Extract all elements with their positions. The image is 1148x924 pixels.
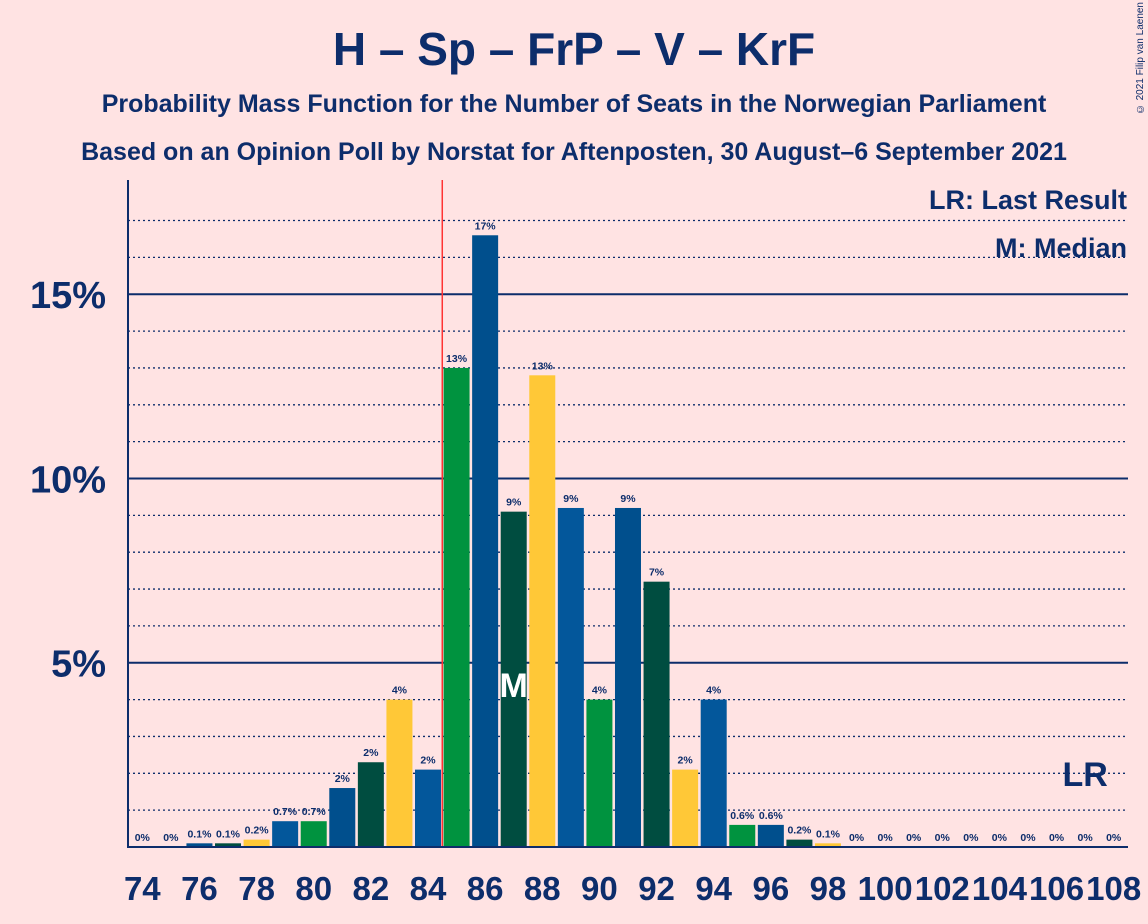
bar-seat-88 — [529, 375, 556, 847]
data-label: 4% — [392, 685, 408, 697]
bar-seat-96 — [757, 824, 784, 847]
bar-seat-77 — [215, 843, 242, 847]
x-tick-label: 80 — [295, 870, 332, 907]
data-label: 2% — [678, 755, 694, 767]
x-tick-label: 76 — [181, 870, 218, 907]
y-tick-label: 5% — [51, 644, 106, 686]
data-label: 0% — [935, 832, 951, 844]
last-result-marker: LR — [1062, 756, 1107, 794]
data-label: 0% — [1078, 832, 1094, 844]
data-label: 2% — [335, 773, 351, 785]
data-label: 13% — [446, 353, 468, 365]
data-label: 0% — [906, 832, 922, 844]
x-tick-label: 86 — [467, 870, 504, 907]
data-label: 2% — [420, 755, 436, 767]
legend-last-result: LR: Last Result — [929, 185, 1127, 215]
data-label: 0% — [878, 832, 894, 844]
y-tick-label: 15% — [30, 275, 106, 317]
bar-seat-76 — [186, 843, 213, 847]
data-label: 2% — [363, 747, 379, 759]
data-label: 0% — [849, 832, 865, 844]
data-label: 9% — [620, 493, 636, 505]
legend-median: M: Median — [995, 233, 1127, 263]
data-label: 0% — [135, 832, 151, 844]
bar-seat-95 — [729, 824, 756, 847]
bar-seat-81 — [329, 788, 356, 847]
x-tick-label: 82 — [353, 870, 390, 907]
data-label: 9% — [563, 493, 579, 505]
chart-title: H – Sp – FrP – V – KrF — [332, 23, 816, 75]
data-label: 0.6% — [759, 810, 784, 822]
data-label: 0% — [1106, 832, 1122, 844]
data-label: 7% — [649, 567, 665, 579]
x-tick-label: 94 — [695, 870, 732, 907]
x-tick-label: 78 — [238, 870, 275, 907]
bar-seat-97 — [786, 839, 813, 847]
x-tick-label: 84 — [410, 870, 447, 907]
median-marker: M — [500, 667, 528, 705]
bar-seat-89 — [557, 507, 584, 847]
data-label: 0% — [163, 832, 179, 844]
x-tick-label: 88 — [524, 870, 561, 907]
x-tick-label: 102 — [915, 870, 970, 907]
x-tick-label: 108 — [1086, 870, 1141, 907]
y-tick-label: 10% — [30, 459, 106, 501]
data-label: 0.2% — [787, 825, 812, 837]
x-tick-label: 104 — [972, 870, 1028, 907]
chart-source: Based on an Opinion Poll by Norstat for … — [81, 138, 1067, 166]
data-label: 0.1% — [187, 828, 212, 840]
x-tick-label: 100 — [858, 870, 913, 907]
bar-seat-82 — [357, 762, 384, 847]
bar-seat-79 — [272, 821, 299, 847]
bar-seat-80 — [300, 821, 327, 847]
data-label: 0% — [992, 832, 1008, 844]
data-label: 0% — [963, 832, 979, 844]
bar-seat-90 — [586, 699, 613, 847]
data-label: 0.7% — [302, 806, 327, 818]
bar-seat-98 — [814, 843, 841, 847]
data-label: 4% — [592, 685, 608, 697]
data-label: 0.2% — [245, 825, 270, 837]
data-label: 4% — [706, 685, 722, 697]
data-label: 0.1% — [816, 828, 841, 840]
x-tick-label: 98 — [810, 870, 847, 907]
bar-seat-83 — [386, 699, 413, 847]
data-label: 0% — [1049, 832, 1065, 844]
bar-seat-85 — [443, 367, 470, 847]
data-label: 9% — [506, 497, 522, 509]
data-label: 13% — [532, 360, 554, 372]
data-label: 0% — [1020, 832, 1036, 844]
x-tick-label: 92 — [638, 870, 675, 907]
bar-seat-91 — [614, 507, 641, 847]
bar-seat-86 — [472, 235, 499, 847]
bar-seat-84 — [415, 769, 441, 847]
x-tick-label: 106 — [1029, 870, 1084, 907]
bar-seat-92 — [643, 581, 670, 847]
data-label: 0.7% — [273, 806, 298, 818]
data-label: 0.6% — [730, 810, 755, 822]
x-tick-label: 96 — [752, 870, 789, 907]
bar-seat-87 — [500, 511, 527, 847]
chart-subtitle: Probability Mass Function for the Number… — [101, 90, 1047, 118]
x-tick-label: 74 — [124, 870, 161, 907]
x-tick-label: 90 — [581, 870, 618, 907]
bar-seat-78 — [243, 839, 270, 847]
data-label: 0.1% — [216, 828, 241, 840]
bar-seat-94 — [700, 699, 727, 847]
bar-seat-93 — [672, 769, 699, 847]
data-label: 17% — [475, 220, 497, 232]
